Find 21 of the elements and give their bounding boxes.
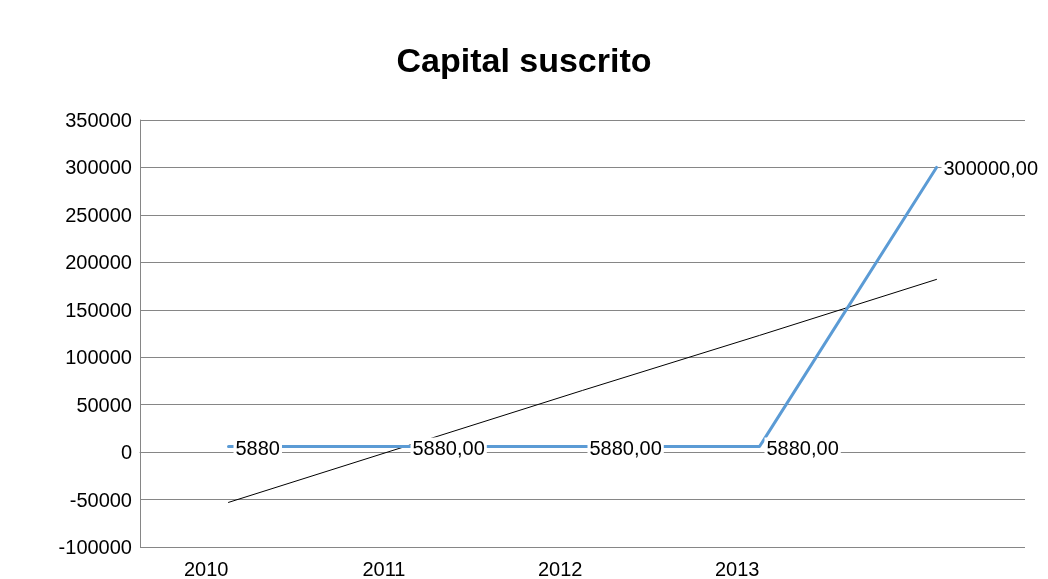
- data-label: 5880,00: [589, 436, 662, 459]
- y-tick-label: 100000: [65, 346, 132, 369]
- data-label: 300000,00: [943, 157, 1039, 180]
- x-tick-label: 2013: [715, 558, 760, 579]
- data-label: 5880,00: [412, 436, 485, 459]
- line-series: [228, 278, 937, 503]
- x-tick-label: 2011: [362, 558, 406, 579]
- y-tick-label: 150000: [65, 298, 132, 321]
- y-tick-label: -100000: [58, 536, 132, 558]
- data-label: 5880,00: [766, 436, 839, 459]
- y-tick-label: 200000: [65, 251, 132, 274]
- y-tick-label: 350000: [65, 109, 132, 131]
- y-tick-label: -50000: [69, 488, 132, 511]
- data-label: 5880: [235, 436, 280, 459]
- y-tick-label: 300000: [65, 156, 132, 179]
- chart-title: Capital suscrito: [396, 41, 652, 79]
- x-tick-label: 2010: [184, 558, 229, 579]
- x-tick-label: 2012: [538, 558, 583, 579]
- y-tick-label: 0: [120, 441, 132, 464]
- y-tick-label: 50000: [76, 393, 132, 416]
- y-tick-label: 250000: [65, 203, 132, 226]
